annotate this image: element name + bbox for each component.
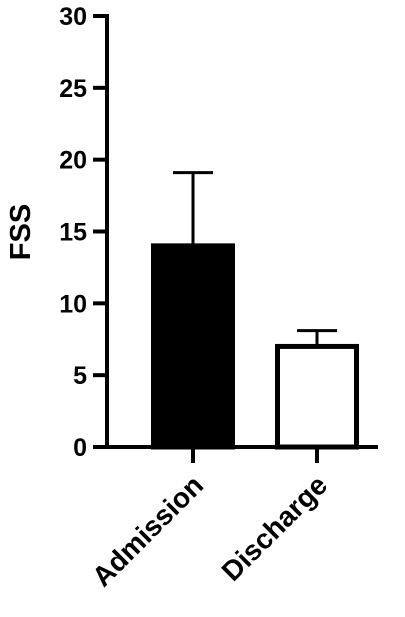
bar-discharge xyxy=(275,343,359,450)
bars xyxy=(151,171,359,450)
y-tick-label-10: 10 xyxy=(59,290,87,318)
y-tick-label-20: 20 xyxy=(59,147,87,175)
x-category-label-admission: Admission xyxy=(86,469,209,592)
x-category-label-discharge: Discharge xyxy=(216,469,334,587)
y-tick-label-30: 30 xyxy=(59,3,87,31)
y-tick-label-5: 5 xyxy=(73,362,87,390)
bar-admission xyxy=(151,243,235,450)
y-tick-label-25: 25 xyxy=(59,75,87,103)
y-tick-label-15: 15 xyxy=(59,219,87,247)
y-tick-label-0: 0 xyxy=(73,434,87,462)
y-axis-title: FSS xyxy=(5,204,37,260)
